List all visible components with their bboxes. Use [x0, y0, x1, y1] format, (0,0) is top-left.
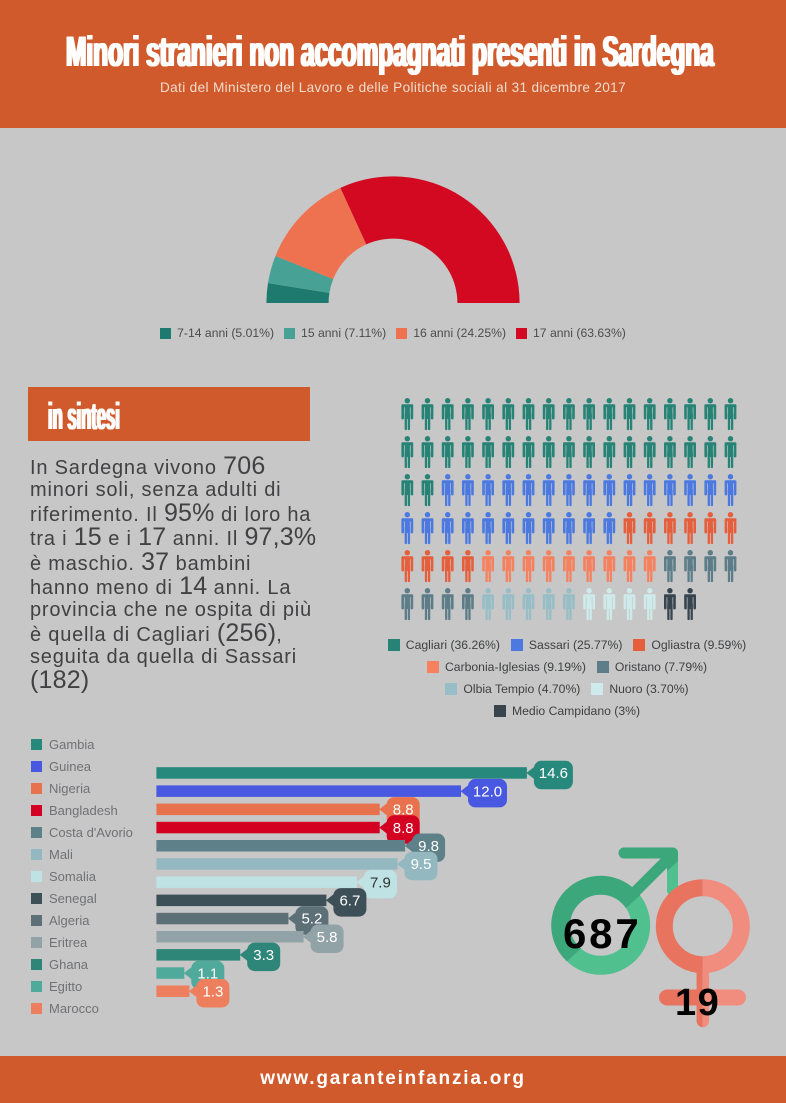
svg-text:9.8: 9.8	[418, 838, 439, 855]
svg-text:9.5: 9.5	[411, 856, 432, 873]
svg-text:6.7: 6.7	[339, 893, 360, 910]
svg-text:7.9: 7.9	[370, 874, 391, 891]
svg-text:8.8: 8.8	[393, 802, 414, 819]
svg-text:8.8: 8.8	[393, 820, 414, 837]
svg-text:3.3: 3.3	[253, 947, 274, 964]
svg-text:5.2: 5.2	[301, 911, 322, 928]
svg-text:1.3: 1.3	[202, 984, 223, 1001]
svg-text:1.1: 1.1	[197, 965, 218, 982]
svg-text:14.6: 14.6	[539, 765, 568, 782]
svg-text:5.8: 5.8	[317, 929, 338, 946]
svg-text:12.0: 12.0	[473, 783, 502, 800]
